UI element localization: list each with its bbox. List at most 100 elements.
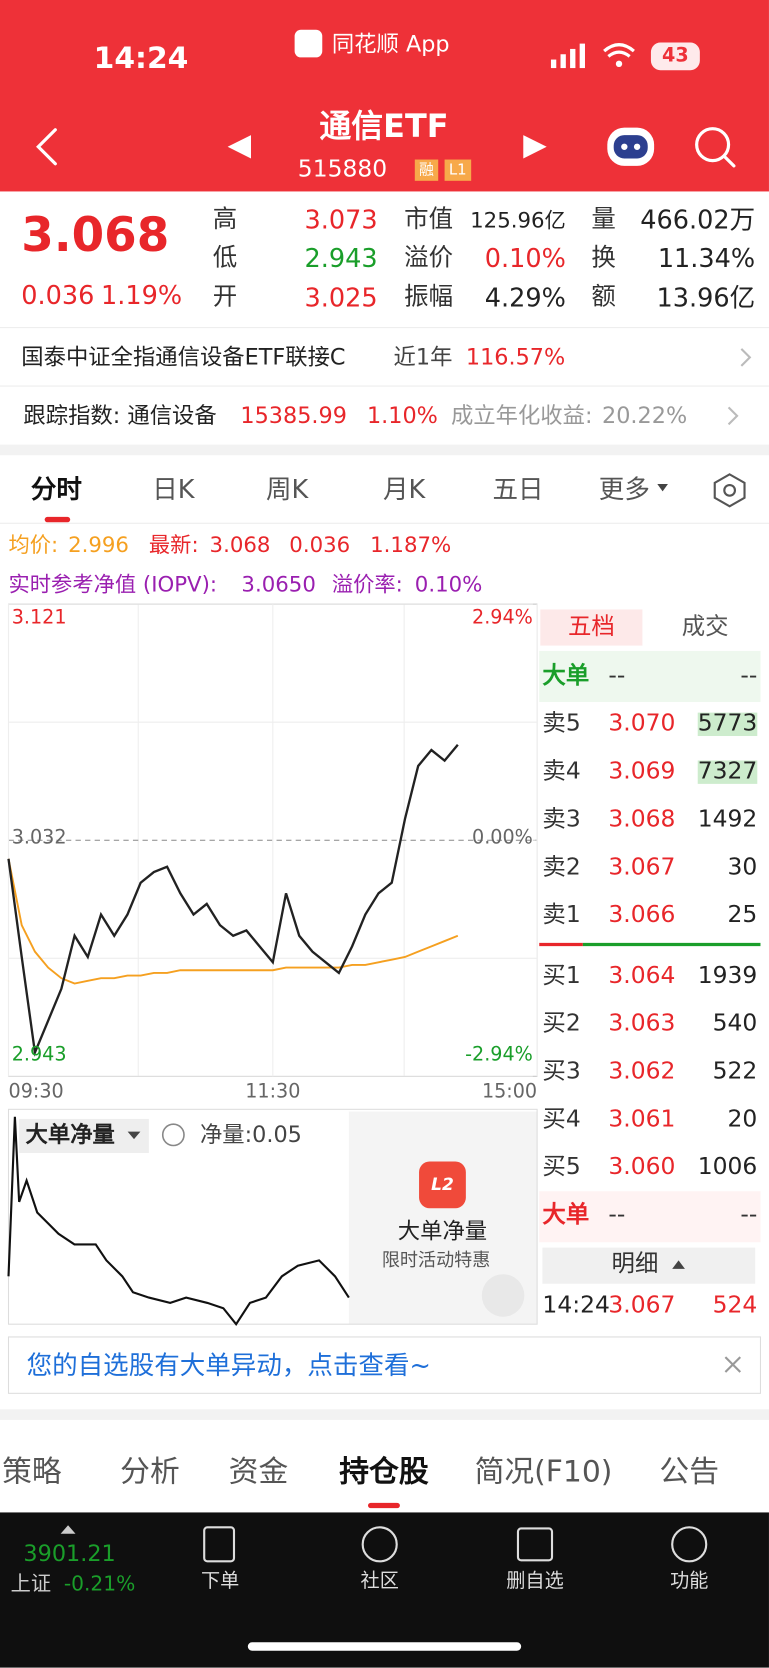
search-icon[interactable]	[695, 127, 731, 163]
footer-button[interactable]: 功能	[670, 1569, 709, 1593]
bottom-tab[interactable]: 资金	[228, 1453, 289, 1490]
chart-tab[interactable]: 更多	[598, 474, 650, 505]
annual-value: 20.22%	[601, 402, 688, 429]
big-order-b: --	[740, 662, 758, 690]
book-volume: 1492	[697, 806, 758, 833]
settings-icon	[723, 483, 737, 497]
detail-label: 明细	[611, 1250, 659, 1278]
selector-bg[interactable]	[19, 1118, 149, 1153]
x-tick-label: 09:30	[8, 1080, 64, 1103]
book-volume: 522	[712, 1058, 758, 1085]
chart-tab[interactable]: 分时	[30, 474, 82, 505]
index-value: 3901.21	[23, 1540, 116, 1567]
signal-icon	[550, 43, 585, 69]
big-order-a: --	[608, 1201, 626, 1229]
stat-label: 溢价	[404, 244, 454, 272]
function-icon[interactable]	[671, 1526, 708, 1563]
bottom-tab[interactable]: 分析	[120, 1453, 180, 1490]
index-change: -0.21%	[63, 1572, 136, 1596]
big-order-bg	[539, 650, 761, 702]
footer-button[interactable]: 下单	[201, 1569, 240, 1593]
latest-label: 最新:	[148, 531, 199, 558]
community-icon[interactable]	[361, 1526, 398, 1563]
notice-bg[interactable]	[7, 1336, 762, 1394]
trade-time: 14:24	[542, 1292, 610, 1319]
y-tick-label: 3.121	[11, 606, 67, 629]
book-volume: 1939	[697, 962, 758, 990]
fund-name: 国泰中证全指通信设备ETF联接C	[21, 344, 346, 370]
book-volume: 20	[727, 1106, 758, 1133]
bottom-tab[interactable]: 策略	[2, 1453, 62, 1490]
iopv-value: 3.0650	[241, 571, 316, 597]
latest-change: 0.036	[289, 531, 351, 558]
book-label: 买4	[542, 1106, 581, 1133]
back-icon[interactable]	[36, 128, 57, 166]
chart-tab[interactable]: 五日	[492, 474, 544, 505]
robot-eye	[633, 143, 641, 150]
book-label: 卖4	[542, 758, 581, 785]
promo-icon[interactable]	[419, 1161, 466, 1209]
latest-change-pct: 1.187%	[370, 531, 452, 558]
book-price: 3.060	[608, 1154, 676, 1181]
stat-value: 0.10%	[484, 243, 566, 274]
bottom-tab[interactable]: 持仓股	[339, 1453, 429, 1490]
chart-tab[interactable]: 日K	[152, 474, 195, 505]
status-app: 同花顺 App	[331, 31, 450, 57]
chevron	[727, 406, 739, 426]
badge: 融	[414, 159, 439, 181]
bottom-tab[interactable]: 公告	[659, 1453, 720, 1490]
book-price: 3.061	[608, 1106, 676, 1133]
remove-icon[interactable]	[516, 1527, 554, 1562]
dropdown-icon	[657, 483, 668, 492]
battery-level: 43	[662, 44, 689, 68]
avg-label: 均价:	[8, 531, 59, 558]
net-flow-line	[7, 1116, 350, 1326]
status-time: 14:24	[93, 40, 189, 76]
settings-icon[interactable]	[713, 473, 746, 508]
sort-icon	[672, 1260, 685, 1269]
price-line	[7, 858, 459, 985]
chart-tab[interactable]: 周K	[266, 474, 309, 505]
book-price: 3.062	[608, 1058, 676, 1085]
tab-active-bg	[540, 609, 643, 646]
footer-button[interactable]: 社区	[360, 1569, 399, 1593]
expand-icon[interactable]	[481, 1274, 525, 1317]
book-tab[interactable]: 五档	[567, 613, 615, 641]
footer-button[interactable]: 删自选	[506, 1569, 564, 1593]
prev-icon[interactable]	[227, 135, 252, 159]
order-icon[interactable]	[203, 1526, 236, 1563]
tracking-label: 跟踪指数: 通信设备	[23, 402, 217, 429]
price-change: 0.036	[21, 280, 95, 311]
badge: L1	[444, 159, 471, 181]
chart-tab[interactable]: 月K	[383, 474, 426, 505]
book-price: 3.070	[608, 710, 676, 738]
book-price: 3.066	[608, 901, 676, 929]
book-tab[interactable]: 成交	[681, 613, 729, 641]
y2-tick-label: 2.94%	[472, 606, 533, 629]
bottom-tab[interactable]: 简况(F10)	[474, 1453, 613, 1490]
search-icon	[722, 154, 736, 168]
big-order-a: --	[608, 662, 626, 690]
next-icon[interactable]	[523, 135, 547, 159]
robot-eye	[621, 143, 628, 150]
price-line	[7, 743, 459, 1057]
stock-title: 通信ETF	[319, 108, 449, 146]
y-tick-label: 3.032	[11, 826, 67, 849]
iopv-label: 实时参考净值 (IOPV):	[8, 571, 218, 597]
close-icon[interactable]	[724, 1356, 742, 1373]
stat-label: 高	[212, 205, 238, 234]
premium-value: 0.10%	[414, 571, 483, 597]
net-value: 净量:0.05	[199, 1121, 302, 1148]
book-label: 卖3	[542, 806, 581, 833]
stat-label: 振幅	[404, 283, 454, 312]
notice-text[interactable]: 您的自选股有大单异动，点击查看~	[26, 1350, 431, 1381]
help-icon[interactable]	[161, 1123, 185, 1147]
stat-value: 125.96亿	[470, 207, 566, 233]
stat-label: 市值	[404, 205, 454, 234]
footer-bg	[0, 1512, 769, 1668]
trade-price: 3.067	[608, 1292, 676, 1319]
stat-value: 3.073	[304, 205, 378, 236]
book-volume: 1006	[697, 1154, 758, 1181]
detail-bg[interactable]	[542, 1247, 756, 1284]
